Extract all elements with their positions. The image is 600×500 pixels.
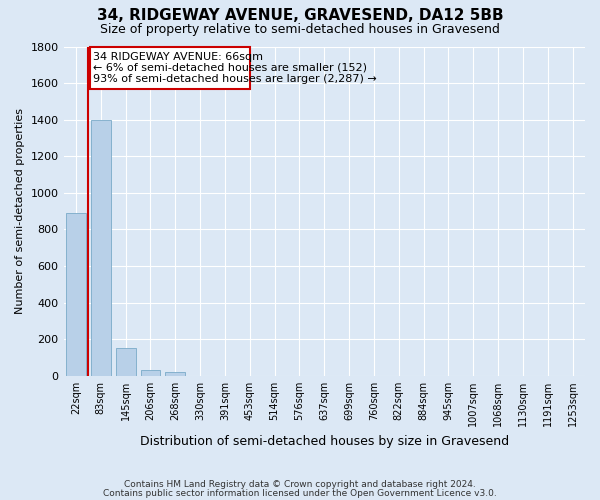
Text: ← 6% of semi-detached houses are smaller (152): ← 6% of semi-detached houses are smaller… <box>94 63 367 73</box>
Y-axis label: Number of semi-detached properties: Number of semi-detached properties <box>15 108 25 314</box>
Bar <box>66 213 86 376</box>
Bar <box>116 348 136 376</box>
Text: 34, RIDGEWAY AVENUE, GRAVESEND, DA12 5BB: 34, RIDGEWAY AVENUE, GRAVESEND, DA12 5BB <box>97 8 503 22</box>
Text: 93% of semi-detached houses are larger (2,287) →: 93% of semi-detached houses are larger (… <box>94 74 377 84</box>
Bar <box>91 120 111 376</box>
Text: Contains public sector information licensed under the Open Government Licence v3: Contains public sector information licen… <box>103 489 497 498</box>
X-axis label: Distribution of semi-detached houses by size in Gravesend: Distribution of semi-detached houses by … <box>140 434 509 448</box>
Text: Contains HM Land Registry data © Crown copyright and database right 2024.: Contains HM Land Registry data © Crown c… <box>124 480 476 489</box>
Text: Size of property relative to semi-detached houses in Gravesend: Size of property relative to semi-detach… <box>100 22 500 36</box>
Bar <box>140 370 160 376</box>
Bar <box>166 372 185 376</box>
Text: 34 RIDGEWAY AVENUE: 66sqm: 34 RIDGEWAY AVENUE: 66sqm <box>94 52 263 62</box>
FancyBboxPatch shape <box>89 46 250 89</box>
